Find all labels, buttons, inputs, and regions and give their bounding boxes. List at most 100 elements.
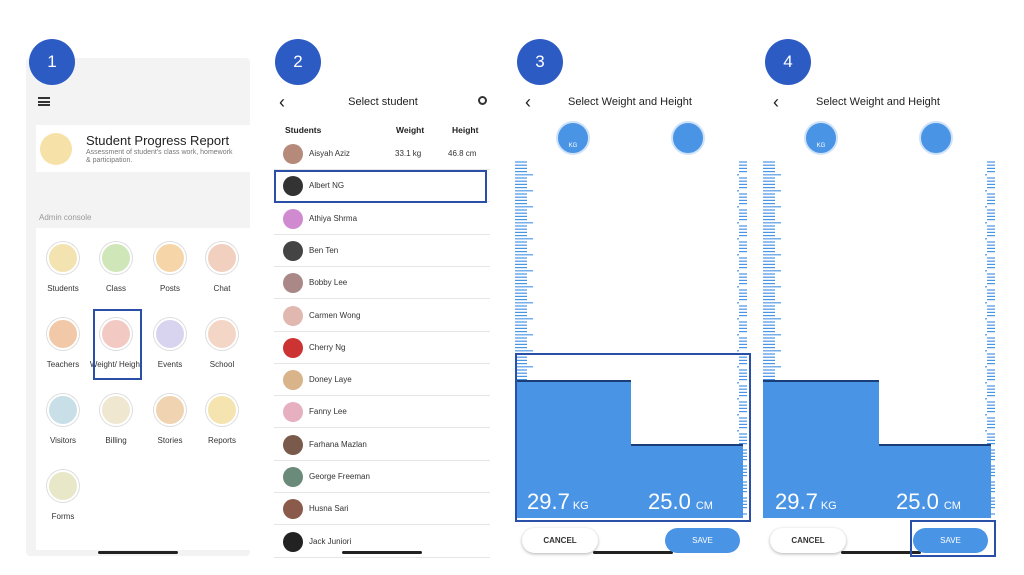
highlight-box (93, 309, 142, 380)
student-row[interactable] (274, 267, 490, 300)
student-row[interactable] (274, 300, 490, 332)
tile-label[interactable]: Teachers (46, 360, 80, 369)
section-label: Admin console (39, 213, 92, 222)
tile-icon[interactable] (154, 394, 186, 426)
tile-icon[interactable] (100, 318, 132, 350)
tile-icon[interactable] (47, 394, 79, 426)
tile-icon[interactable] (47, 470, 79, 502)
tile-icon[interactable] (47, 242, 79, 274)
highlight-box (274, 170, 487, 203)
report-card[interactable]: Student Progress Report Assessment of stu… (36, 125, 250, 172)
tile-label[interactable]: Billing (105, 436, 127, 445)
student-row[interactable] (274, 332, 490, 364)
tile-label[interactable]: Students (47, 284, 79, 293)
cancel-button[interactable]: CANCEL (770, 528, 846, 553)
tile-label[interactable]: Chat (213, 284, 231, 293)
student-row[interactable] (274, 396, 490, 429)
home-indicator (840, 551, 921, 554)
home-indicator (592, 551, 673, 554)
screen-title: Select Weight and Height (568, 96, 692, 108)
back-button[interactable]: ‹ (525, 92, 531, 112)
screen-title: Select student (348, 96, 418, 108)
weight-bar (515, 380, 631, 518)
avatar (283, 434, 303, 455)
step-badge: 1 (29, 39, 75, 85)
tile-icon[interactable] (47, 318, 79, 350)
student-name: Cherry Ng (309, 342, 346, 352)
tile-icon[interactable] (206, 394, 238, 426)
height-bar (631, 444, 743, 518)
weight-unit: KG (820, 500, 837, 512)
step-badge: 2 (275, 39, 321, 85)
tile-label[interactable]: Class (105, 284, 126, 293)
student-row[interactable] (274, 461, 490, 493)
cancel-button[interactable]: CANCEL (522, 528, 598, 553)
student-row[interactable] (274, 364, 490, 397)
tile-label[interactable]: Events (157, 360, 183, 369)
menu-icon-mid (38, 101, 50, 103)
weight-readout: 29.7 KG (527, 489, 627, 515)
tile-icon[interactable] (154, 242, 186, 274)
phone-screen (272, 58, 492, 556)
tile-icon[interactable] (100, 394, 132, 426)
column-header: Height (452, 125, 479, 135)
back-button[interactable]: ‹ (773, 92, 779, 112)
student-row[interactable] (274, 203, 490, 235)
tile-label[interactable]: Forms (51, 512, 75, 521)
weight-value: 29.7 (775, 489, 818, 514)
student-row[interactable] (274, 235, 490, 267)
step-badge: 4 (765, 39, 811, 85)
tile-label[interactable]: Visitors (49, 436, 77, 445)
avatar (283, 176, 303, 197)
column-header: Weight (396, 125, 425, 135)
tile-icon[interactable] (206, 242, 238, 274)
student-name: Athiya Shrma (309, 213, 358, 223)
student-row[interactable] (274, 493, 490, 526)
student-name: George Freeman (309, 472, 370, 481)
home-indicator (98, 551, 178, 554)
home-indicator (342, 551, 422, 554)
tile-icon[interactable] (100, 242, 132, 274)
student-name: Jack Juniori (309, 536, 352, 546)
student-name: Doney Laye (309, 375, 352, 385)
search-icon[interactable] (478, 96, 487, 105)
avatar (283, 273, 303, 294)
save-button[interactable]: SAVE (913, 528, 988, 553)
student-name: Carmen Wong (309, 310, 361, 320)
tile-label[interactable]: School (209, 360, 235, 369)
student-row[interactable] (274, 526, 490, 558)
weight-readout: 29.7 KG (775, 489, 875, 515)
student-name: Albert NG (309, 181, 345, 191)
student-height: 46.8 cm (448, 149, 477, 158)
student-name: Aisyah Aziz (309, 149, 350, 158)
highlight-box (515, 353, 751, 522)
tiles-panel (36, 228, 250, 550)
student-row[interactable] (274, 429, 490, 461)
avatar (283, 499, 303, 520)
height-readout: 25.0 CM (648, 489, 748, 515)
avatar (283, 208, 303, 229)
weight-bar (763, 380, 879, 518)
report-title: Student Progress Report (86, 133, 230, 148)
height-icon (671, 121, 705, 155)
height-value: 25.0 (896, 489, 939, 514)
save-button[interactable]: SAVE (665, 528, 740, 553)
tile-label[interactable]: Stories (157, 436, 183, 445)
screen-title: Select Weight and Height (816, 96, 940, 108)
student-row[interactable] (274, 138, 490, 170)
height-unit: CM (695, 500, 713, 512)
tile-label[interactable]: Weight/ Height (89, 360, 143, 369)
height-value: 25.0 (648, 489, 691, 514)
tile-icon[interactable] (154, 318, 186, 350)
avatar (283, 305, 303, 326)
tile-icon[interactable] (206, 318, 238, 350)
menu-icon[interactable] (38, 97, 50, 106)
tile-label[interactable]: Posts (159, 284, 180, 293)
avatar (283, 402, 303, 423)
avatar (283, 240, 303, 261)
weight-unit: KG (572, 500, 589, 512)
back-button[interactable]: ‹ (279, 92, 285, 112)
tile-label[interactable]: Reports (207, 436, 236, 445)
